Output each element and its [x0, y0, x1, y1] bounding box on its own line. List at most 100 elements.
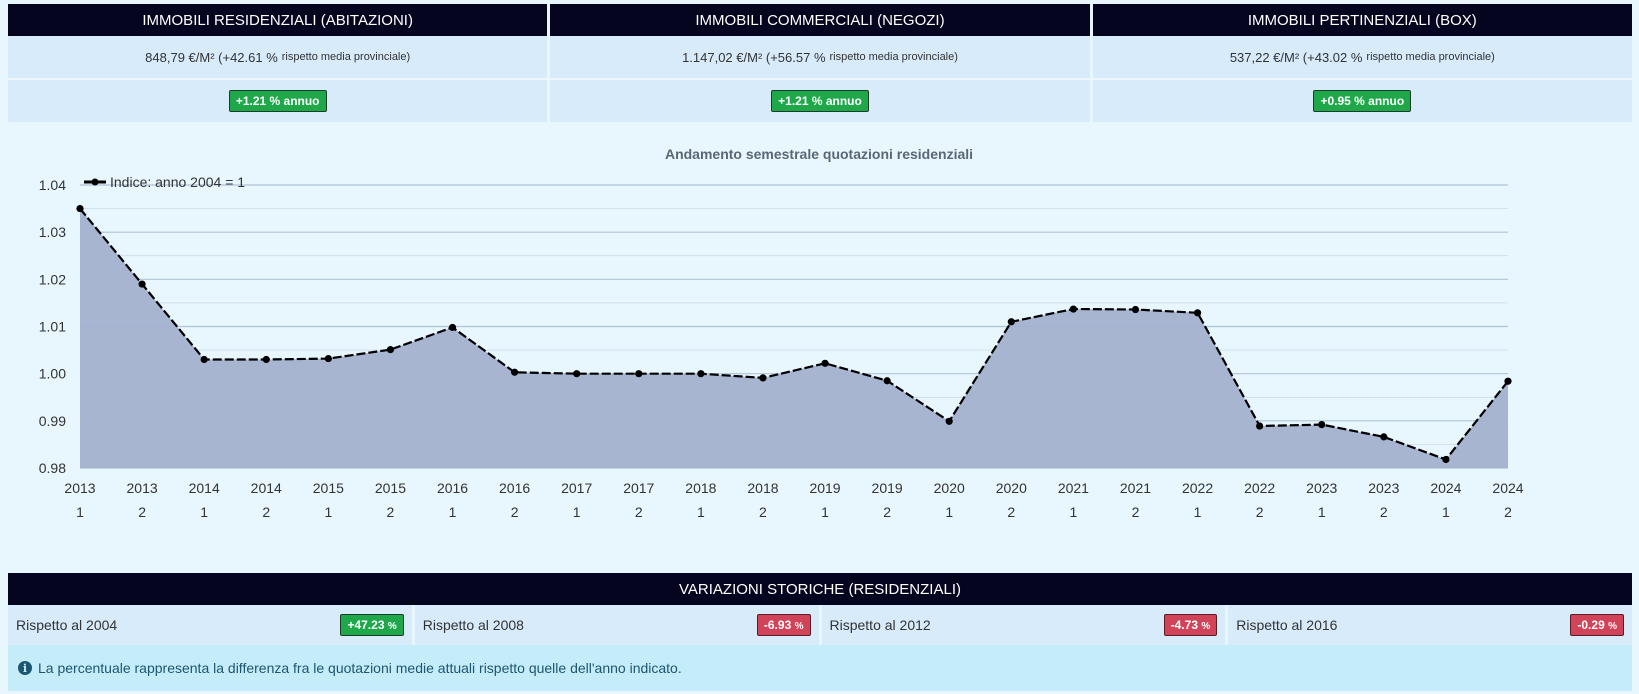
data-point[interactable]: [635, 370, 643, 378]
data-point[interactable]: [1256, 422, 1264, 430]
x-tick-semester: 2: [262, 504, 270, 520]
data-point[interactable]: [1442, 455, 1450, 464]
note-text: La percentuale rappresenta la differenza…: [38, 660, 682, 676]
data-point[interactable]: [1193, 309, 1202, 317]
x-tick-semester: 1: [821, 504, 829, 520]
card-price: 537,22 €/M² (+43.02 % rispetto media prov…: [1092, 36, 1632, 80]
data-point[interactable]: [1069, 305, 1077, 313]
legend[interactable]: Indice: anno 2004 = 1: [84, 174, 245, 190]
data-point[interactable]: [697, 370, 705, 378]
x-tick-semester: 1: [573, 504, 581, 520]
x-tick-year: 2019: [872, 480, 903, 496]
data-point[interactable]: [324, 354, 332, 363]
legend-label: Indice: anno 2004 = 1: [110, 174, 245, 190]
historic-badge: -0.29 %: [1570, 614, 1624, 636]
x-tick-semester: 2: [387, 504, 395, 520]
historic-row: Rispetto al 2004 +47.23 % Rispetto al 20…: [8, 605, 1632, 645]
x-tick-semester: 2: [1007, 504, 1015, 520]
x-tick-year: 2020: [996, 480, 1027, 496]
x-tick-semester: 2: [1132, 504, 1140, 520]
data-point[interactable]: [200, 355, 208, 364]
data-point[interactable]: [1380, 433, 1388, 441]
x-tick-year: 2023: [1368, 480, 1399, 496]
card-trend: +0.95 % annuo: [1092, 80, 1632, 122]
data-point[interactable]: [1318, 421, 1326, 429]
price-value: 1.147,02 €/M² (+56.57 %: [682, 49, 826, 65]
card-price: 1.147,02 €/M² (+56.57 % rispetto media pr…: [550, 36, 1090, 80]
legend-marker-icon: [91, 178, 99, 186]
info-icon: i: [18, 661, 32, 675]
historic-label: Rispetto al 2004: [16, 617, 118, 633]
x-tick-year: 2020: [934, 480, 965, 496]
series-line: [79, 207, 1509, 461]
x-tick-year: 2014: [251, 480, 282, 496]
data-point[interactable]: [138, 280, 146, 288]
series-points: [76, 204, 1512, 464]
x-tick-year: 2019: [809, 480, 840, 496]
card-residenziali: IMMOBILI RESIDENZIALI (ABITAZIONI) 848,7…: [8, 4, 548, 124]
data-point[interactable]: [759, 374, 767, 382]
chart-area: Andamento semestrale quotazioni residenz…: [0, 130, 1639, 540]
trend-badge: +1.21 % annuo: [771, 90, 869, 112]
historic-label: Rispetto al 2012: [829, 617, 931, 633]
x-tick-semester: 2: [1256, 504, 1264, 520]
y-tick-label: 1.04: [39, 177, 66, 193]
price-value: 537,22 €/M² (+43.02 %: [1229, 49, 1363, 65]
percent-sign: %: [1608, 621, 1617, 632]
data-point[interactable]: [573, 370, 581, 378]
historic-label: Rispetto al 2016: [1236, 617, 1338, 633]
series-area: [80, 208, 1508, 468]
data-point[interactable]: [945, 417, 953, 425]
x-tick-semester: 1: [324, 504, 332, 520]
data-point[interactable]: [1504, 377, 1512, 385]
card-pertinenziali: IMMOBILI PERTINENZIALI (BOX) 537,22 €/M²…: [1092, 4, 1632, 124]
x-tick-year: 2017: [561, 480, 592, 496]
historic-badge: -6.93 %: [756, 614, 811, 636]
percent-sign: %: [794, 621, 804, 632]
index-chart: Andamento semestrale quotazioni residenz…: [39, 146, 1524, 520]
historic-panel: VARIAZIONI STORICHE (RESIDENZIALI) Rispe…: [8, 573, 1632, 691]
price-value: 848,79 €/M² (+42.61 %: [145, 49, 278, 65]
data-point[interactable]: [386, 346, 395, 354]
x-tick-semester: 2: [883, 504, 891, 520]
x-tick-semester: 2: [138, 504, 146, 520]
data-point[interactable]: [1131, 305, 1140, 314]
historic-value: +47.23: [347, 618, 385, 632]
data-point[interactable]: [448, 323, 457, 332]
x-tick-year: 2022: [1244, 480, 1275, 496]
x-tick-year: 2014: [189, 480, 220, 496]
y-tick-label: 1.00: [39, 366, 66, 382]
chart-title: Andamento semestrale quotazioni residenz…: [665, 146, 973, 162]
x-tick-year: 2016: [499, 480, 530, 496]
x-tick-year: 2015: [375, 480, 406, 496]
x-tick-semester: 1: [945, 504, 953, 520]
card-title: IMMOBILI RESIDENZIALI (ABITAZIONI): [8, 4, 548, 36]
percent-sign: %: [1201, 621, 1211, 632]
data-point[interactable]: [76, 204, 84, 213]
card-trend: +1.21 % annuo: [550, 80, 1090, 122]
x-tick-year: 2024: [1492, 480, 1523, 496]
historic-value: -4.73: [1170, 618, 1198, 632]
price-cards: IMMOBILI RESIDENZIALI (ABITAZIONI) 848,7…: [8, 4, 1632, 124]
data-point[interactable]: [883, 377, 891, 385]
price-note: rispetto media provinciale): [281, 51, 411, 63]
card-title: IMMOBILI PERTINENZIALI (BOX): [1092, 4, 1632, 36]
x-tick-semester: 2: [759, 504, 767, 520]
x-tick-year: 2018: [685, 480, 716, 496]
x-tick-year: 2021: [1058, 480, 1089, 496]
data-point[interactable]: [262, 355, 270, 364]
data-point[interactable]: [511, 368, 519, 376]
x-tick-semester: 1: [76, 504, 84, 520]
historic-item: Rispetto al 2012 -4.73 %: [821, 605, 1226, 645]
historic-item: Rispetto al 2004 +47.23 %: [8, 605, 412, 645]
price-note: rispetto media provinciale): [829, 51, 958, 63]
x-tick-year: 2017: [623, 480, 654, 496]
data-point[interactable]: [1007, 318, 1015, 326]
x-tick-semester: 1: [1318, 504, 1326, 520]
card-price: 848,79 €/M² (+42.61 % rispetto media prov…: [8, 36, 548, 80]
x-tick-year: 2018: [747, 480, 778, 496]
percent-sign: %: [387, 621, 397, 632]
x-tick-semester: 1: [1442, 504, 1450, 520]
data-point[interactable]: [821, 359, 829, 367]
card-trend: +1.21 % annuo: [8, 80, 548, 122]
